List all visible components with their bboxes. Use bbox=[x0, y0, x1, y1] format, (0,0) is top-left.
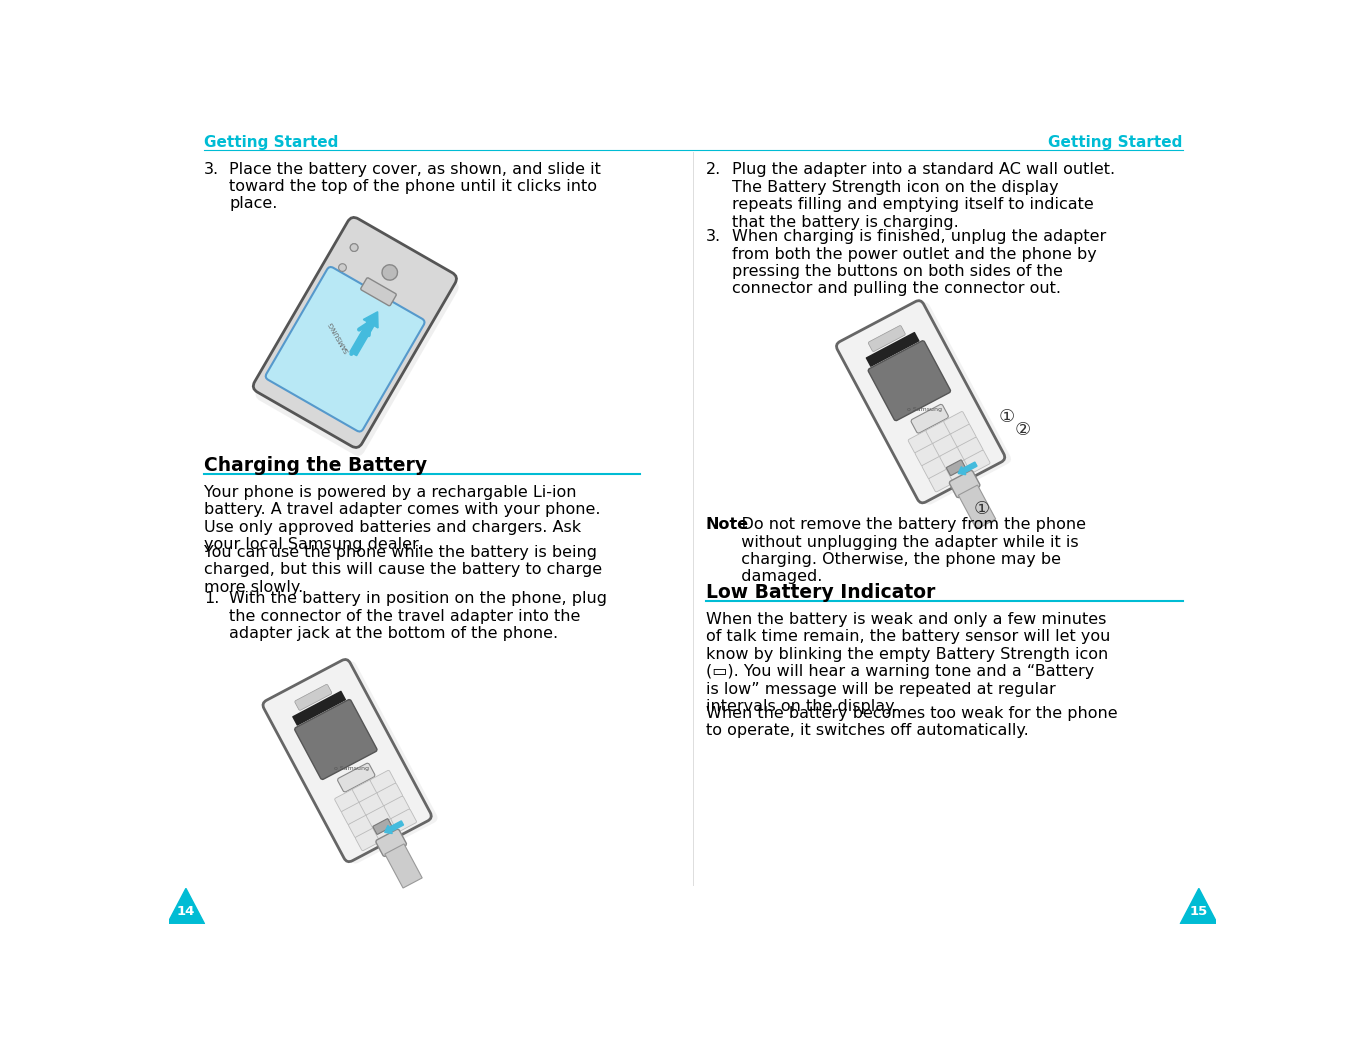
FancyBboxPatch shape bbox=[292, 690, 346, 726]
Text: Note: Note bbox=[707, 517, 748, 532]
Text: When charging is finished, unplug the adapter
from both the power outlet and the: When charging is finished, unplug the ad… bbox=[731, 229, 1105, 297]
Text: ②: ② bbox=[1015, 421, 1031, 439]
FancyBboxPatch shape bbox=[384, 796, 409, 819]
FancyBboxPatch shape bbox=[934, 434, 958, 457]
FancyBboxPatch shape bbox=[342, 802, 367, 825]
Text: 14: 14 bbox=[177, 905, 195, 918]
Text: ①: ① bbox=[998, 408, 1015, 426]
Text: ①: ① bbox=[974, 500, 990, 518]
FancyBboxPatch shape bbox=[866, 332, 920, 367]
Text: Place the battery cover, as shown, and slide it
toward the top of the phone unti: Place the battery cover, as shown, and s… bbox=[230, 162, 601, 212]
Text: 3.: 3. bbox=[204, 162, 219, 176]
FancyBboxPatch shape bbox=[335, 789, 361, 812]
FancyBboxPatch shape bbox=[359, 793, 385, 816]
FancyBboxPatch shape bbox=[373, 819, 399, 841]
FancyBboxPatch shape bbox=[397, 846, 415, 875]
Circle shape bbox=[339, 264, 346, 271]
FancyBboxPatch shape bbox=[951, 425, 977, 447]
FancyBboxPatch shape bbox=[958, 485, 996, 529]
Text: Your phone is powered by a rechargable Li-ion
battery. A travel adapter comes wi: Your phone is powered by a rechargable L… bbox=[204, 485, 600, 552]
Text: The Battery Strength icon on the display
repeats filling and emptying itself to : The Battery Strength icon on the display… bbox=[731, 180, 1093, 229]
FancyBboxPatch shape bbox=[944, 411, 969, 434]
Circle shape bbox=[382, 265, 397, 280]
FancyArrow shape bbox=[350, 311, 378, 356]
Text: SAMSUNG: SAMSUNG bbox=[327, 320, 350, 354]
FancyBboxPatch shape bbox=[361, 278, 396, 306]
FancyBboxPatch shape bbox=[962, 492, 979, 520]
FancyBboxPatch shape bbox=[921, 456, 947, 479]
Text: When the battery becomes too weak for the phone
to operate, it switches off auto: When the battery becomes too weak for th… bbox=[707, 706, 1117, 738]
FancyArrow shape bbox=[958, 462, 977, 474]
Text: : Do not remove the battery from the phone
  without unplugging the adapter whil: : Do not remove the battery from the pho… bbox=[731, 517, 1086, 584]
Text: Getting Started: Getting Started bbox=[1048, 135, 1182, 151]
Text: 1.: 1. bbox=[204, 592, 219, 606]
FancyBboxPatch shape bbox=[269, 661, 438, 864]
Polygon shape bbox=[1181, 889, 1217, 924]
FancyBboxPatch shape bbox=[263, 659, 431, 862]
Text: 3.: 3. bbox=[707, 229, 721, 244]
FancyBboxPatch shape bbox=[376, 829, 407, 856]
Text: With the battery in position on the phone, plug
the connector of the travel adap: With the battery in position on the phon… bbox=[230, 592, 608, 641]
Circle shape bbox=[350, 244, 358, 251]
FancyBboxPatch shape bbox=[970, 487, 988, 516]
FancyBboxPatch shape bbox=[295, 700, 377, 780]
FancyBboxPatch shape bbox=[836, 301, 1005, 502]
FancyBboxPatch shape bbox=[950, 470, 979, 497]
FancyBboxPatch shape bbox=[958, 437, 984, 460]
FancyBboxPatch shape bbox=[869, 326, 905, 352]
FancyBboxPatch shape bbox=[966, 490, 984, 518]
FancyBboxPatch shape bbox=[869, 340, 951, 420]
FancyBboxPatch shape bbox=[338, 763, 374, 792]
FancyArrow shape bbox=[385, 821, 404, 834]
FancyBboxPatch shape bbox=[389, 850, 407, 879]
FancyBboxPatch shape bbox=[915, 443, 940, 466]
Text: o Samsung: o Samsung bbox=[908, 408, 943, 412]
FancyBboxPatch shape bbox=[353, 780, 378, 802]
FancyBboxPatch shape bbox=[385, 844, 423, 889]
FancyBboxPatch shape bbox=[295, 684, 332, 710]
Text: 15: 15 bbox=[1190, 905, 1208, 918]
FancyBboxPatch shape bbox=[373, 819, 392, 835]
FancyBboxPatch shape bbox=[253, 217, 457, 447]
FancyBboxPatch shape bbox=[908, 431, 934, 454]
FancyBboxPatch shape bbox=[355, 828, 381, 851]
FancyBboxPatch shape bbox=[929, 469, 954, 492]
Circle shape bbox=[350, 244, 358, 251]
FancyBboxPatch shape bbox=[390, 809, 416, 831]
FancyBboxPatch shape bbox=[911, 405, 948, 433]
FancyBboxPatch shape bbox=[393, 848, 411, 877]
FancyBboxPatch shape bbox=[255, 226, 459, 456]
Text: Low Battery Indicator: Low Battery Indicator bbox=[707, 582, 935, 602]
FancyBboxPatch shape bbox=[947, 460, 973, 483]
FancyBboxPatch shape bbox=[925, 421, 951, 443]
FancyBboxPatch shape bbox=[940, 446, 966, 469]
Text: 2.: 2. bbox=[707, 162, 721, 176]
Text: Plug the adapter into a standard AC wall outlet.: Plug the adapter into a standard AC wall… bbox=[731, 162, 1115, 176]
FancyBboxPatch shape bbox=[843, 302, 1011, 504]
Polygon shape bbox=[168, 889, 204, 924]
Text: You can use the phone while the battery is being
charged, but this will cause th: You can use the phone while the battery … bbox=[204, 545, 603, 595]
FancyBboxPatch shape bbox=[349, 815, 374, 838]
Text: Charging the Battery: Charging the Battery bbox=[204, 456, 427, 474]
Text: When the battery is weak and only a few minutes
of talk time remain, the battery: When the battery is weak and only a few … bbox=[707, 612, 1111, 714]
FancyBboxPatch shape bbox=[266, 267, 424, 432]
FancyBboxPatch shape bbox=[965, 450, 990, 473]
FancyBboxPatch shape bbox=[947, 460, 966, 475]
Text: Getting Started: Getting Started bbox=[204, 135, 338, 151]
Text: o Samsung: o Samsung bbox=[334, 766, 369, 771]
FancyBboxPatch shape bbox=[366, 805, 392, 828]
FancyBboxPatch shape bbox=[370, 770, 396, 793]
FancyBboxPatch shape bbox=[377, 784, 403, 807]
